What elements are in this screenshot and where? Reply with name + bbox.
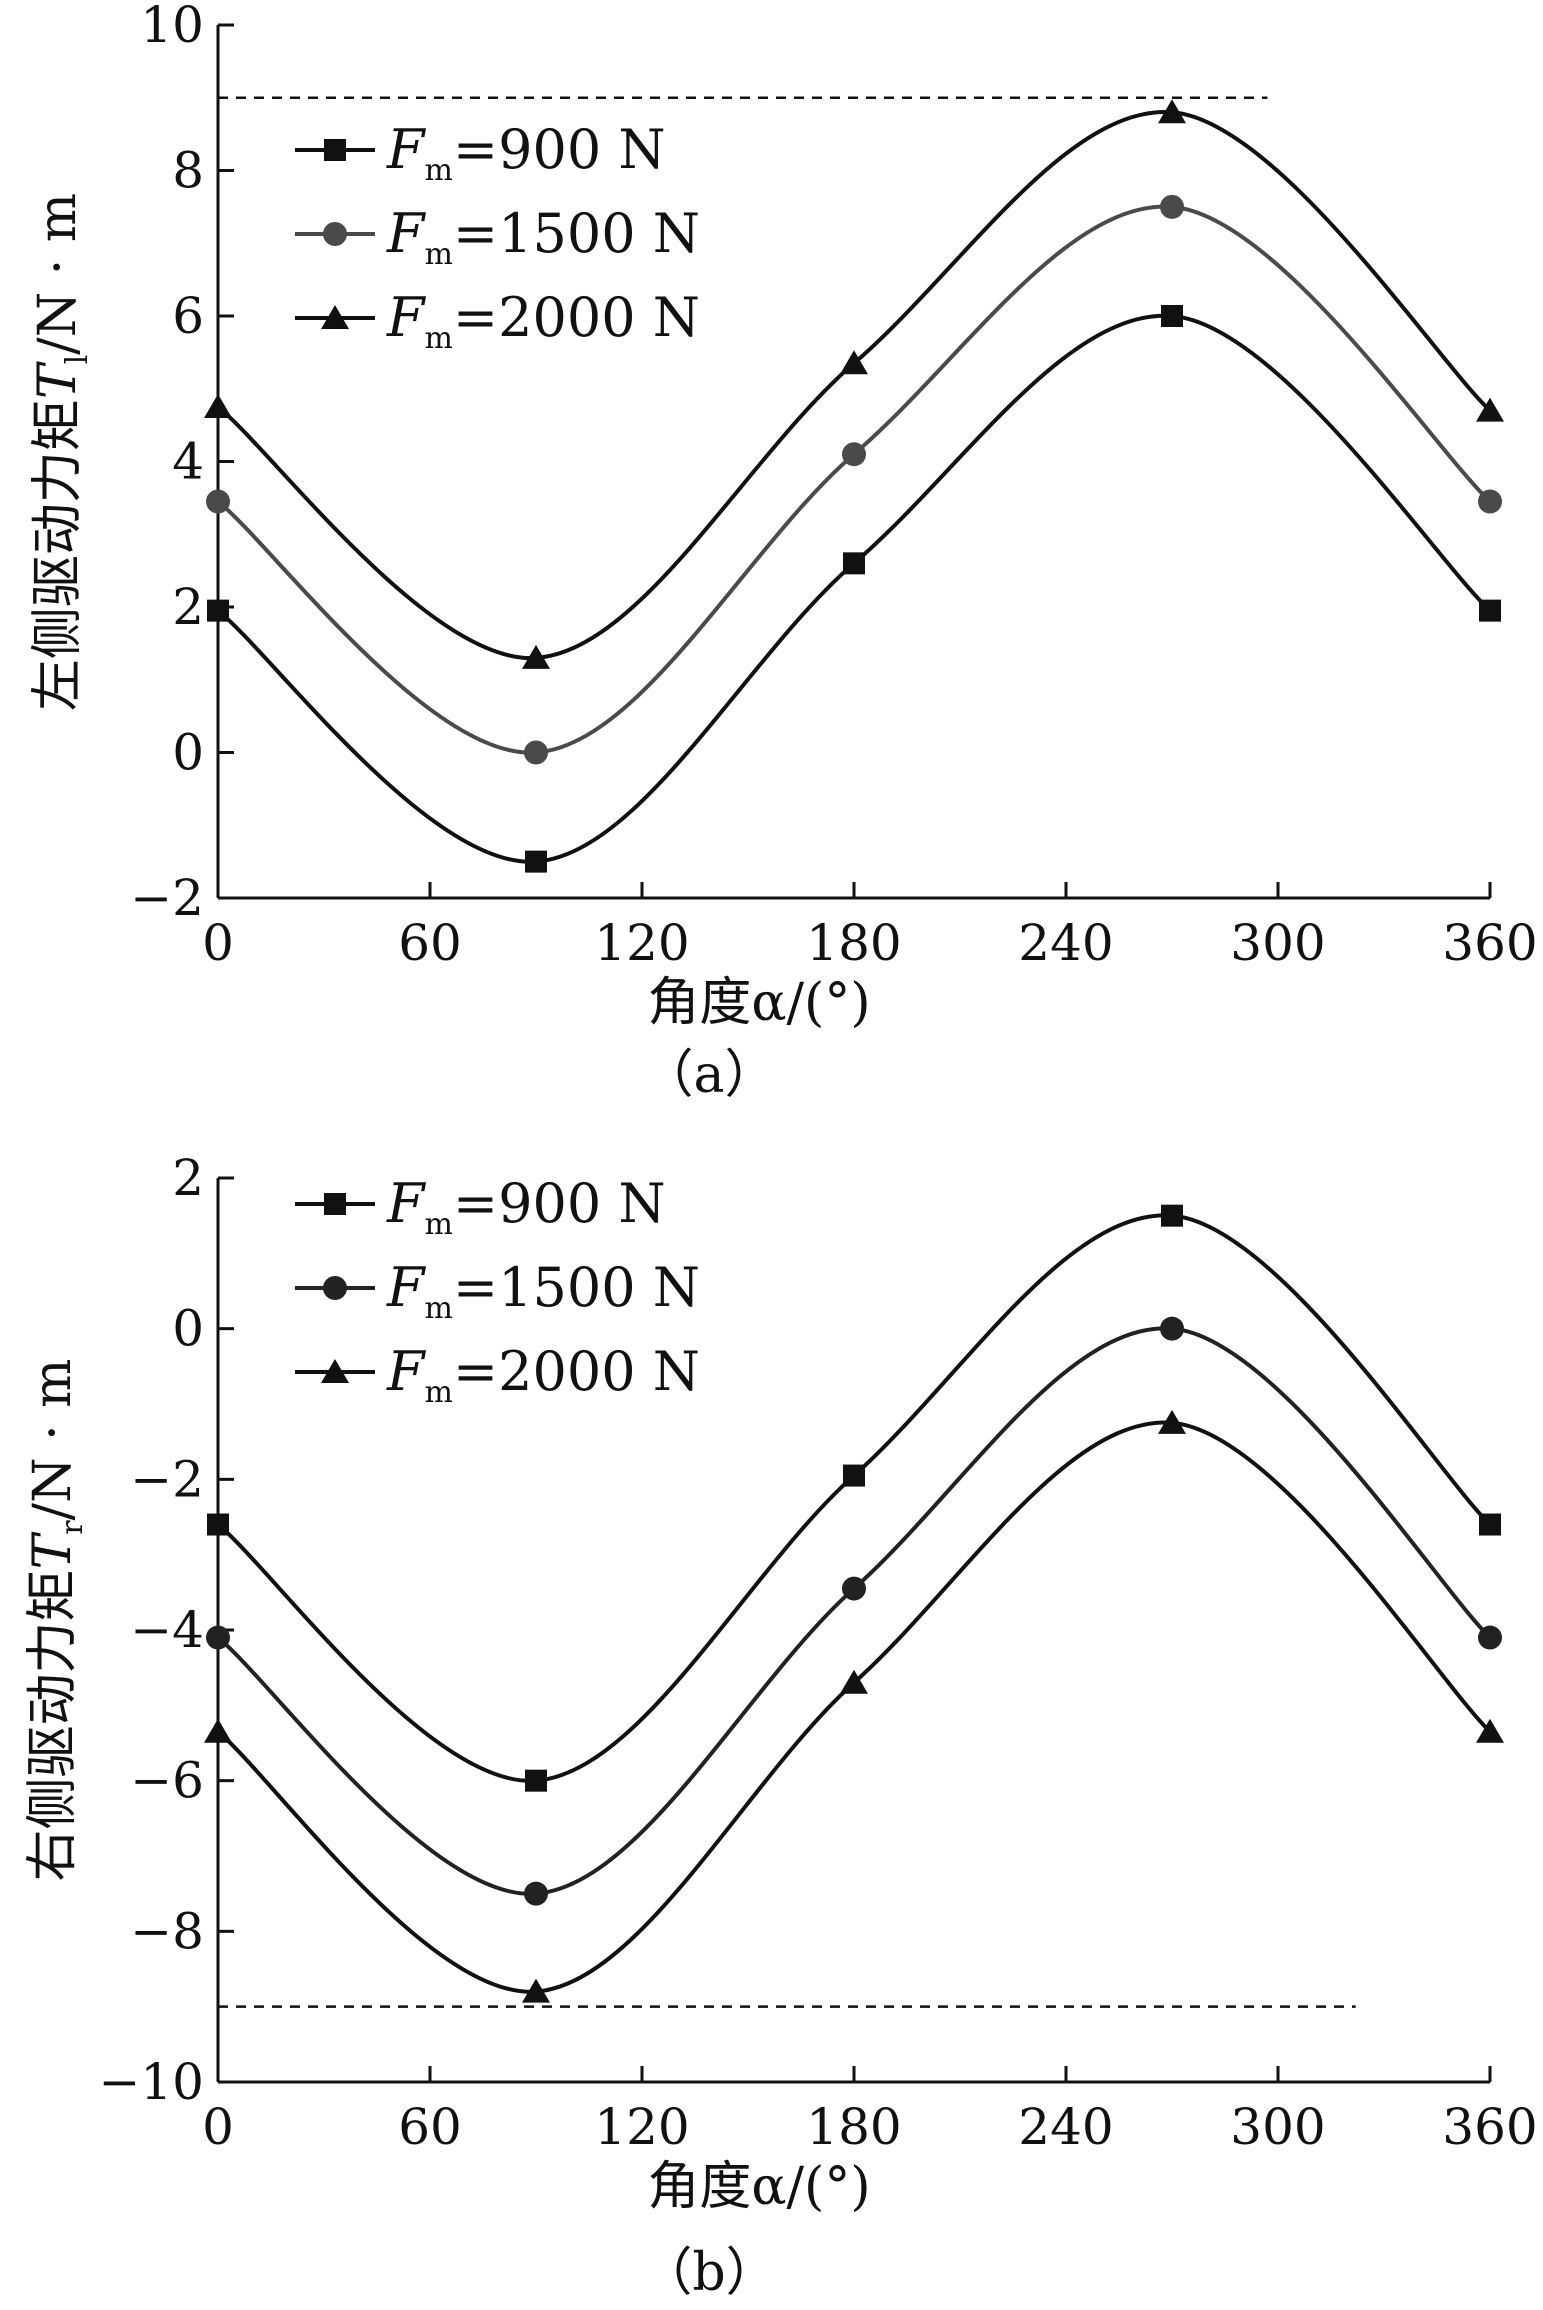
legend-entry: Fm=2000 N: [386, 1340, 700, 1410]
y-tick-label: 2: [172, 578, 204, 636]
data-point-triangle: [840, 350, 868, 375]
y-tick-label: 10: [140, 0, 204, 54]
x-tick-label: 0: [202, 914, 234, 972]
y-tick-label: 8: [172, 142, 204, 200]
x-axis-title: 角度α/(°): [647, 973, 870, 1033]
x-tick-label: 300: [1230, 2098, 1325, 2156]
y-tick-label: 0: [172, 1300, 204, 1358]
data-point-triangle: [1158, 1409, 1186, 1434]
x-tick-label: 180: [806, 914, 901, 972]
x-tick-label: 120: [594, 914, 689, 972]
panel-label: （b）: [640, 2243, 777, 2303]
y-tick-label: −2: [130, 1450, 204, 1508]
legend-marker-triangle: [321, 305, 349, 329]
y-tick-label: 2: [172, 1149, 204, 1207]
series-line-circle: [216, 1326, 1492, 1896]
legend-marker-triangle: [321, 1359, 349, 1383]
data-point-circle: [206, 489, 230, 514]
data-point-triangle: [1476, 1718, 1504, 1743]
data-point-triangle: [522, 1978, 550, 2003]
series-line-triangle: [216, 1420, 1492, 1994]
legend-marker-square: [324, 139, 346, 161]
data-point-triangle: [522, 644, 550, 669]
data-point-square: [843, 552, 865, 575]
legend-entry: Fm=1500 N: [386, 202, 700, 272]
legend-entry: Fm=900 N: [386, 1172, 666, 1242]
series-line-triangle: [216, 110, 1492, 660]
legend-entry: Fm=1500 N: [386, 1256, 700, 1326]
x-tick-label: 360: [1442, 2098, 1537, 2156]
panel-label: （a）: [641, 1045, 776, 1105]
y-axis-title: 右侧驱动力矩Tr/N · m: [23, 1359, 90, 1882]
y-tick-label: 6: [172, 287, 204, 345]
legend-marker-circle: [323, 1276, 347, 1300]
data-point-square: [1161, 1204, 1183, 1227]
legend-marker-circle: [323, 222, 347, 246]
data-point-triangle: [1158, 99, 1186, 124]
series-line-square: [216, 313, 1492, 864]
x-tick-label: 180: [806, 2098, 901, 2156]
x-tick-label: 300: [1230, 914, 1325, 972]
data-point-circle: [842, 442, 866, 467]
data-point-circle: [842, 1576, 866, 1601]
y-tick-label: −4: [130, 1601, 204, 1659]
chart-panel-b: 0 60 120 180 240 300 360 −10 −8 −6 −4 −2 0 2 Fm=900 N F…: [23, 1149, 1538, 2303]
data-point-triangle: [204, 1718, 232, 1743]
data-point-square: [207, 1513, 229, 1536]
data-point-square: [525, 1769, 547, 1792]
data-point-circle: [1160, 194, 1184, 219]
data-point-square: [843, 1464, 865, 1487]
x-axis-title: 角度α/(°): [647, 2157, 870, 2217]
x-tick-label: 240: [1018, 914, 1113, 972]
y-tick-label: −8: [130, 1902, 204, 1960]
x-tick-label: 240: [1018, 2098, 1113, 2156]
data-point-triangle: [1476, 397, 1504, 422]
data-point-square: [1479, 1513, 1501, 1536]
y-axis-title: 左侧驱动力矩Tl/N · m: [28, 193, 95, 711]
legend-marker-square: [324, 1193, 346, 1215]
data-point-square: [1161, 305, 1183, 327]
legend-entry: Fm=2000 N: [386, 286, 700, 356]
data-point-circle: [524, 740, 548, 765]
data-point-circle: [1478, 1625, 1502, 1650]
data-point-circle: [524, 1881, 548, 1906]
data-point-triangle: [840, 1669, 868, 1694]
data-point-circle: [206, 1625, 230, 1650]
data-point-square: [1479, 599, 1501, 622]
x-tick-label: 60: [398, 2098, 462, 2156]
y-tick-label: 0: [172, 724, 204, 782]
y-tick-label: −10: [98, 2053, 204, 2111]
data-point-circle: [1478, 489, 1502, 514]
y-tick-label: 4: [172, 433, 204, 491]
x-tick-label: 0: [202, 2098, 234, 2156]
x-tick-label: 360: [1442, 914, 1537, 972]
legend-entry: Fm=900 N: [386, 118, 666, 188]
x-tick-label: 60: [398, 914, 462, 972]
y-tick-label: −2: [130, 869, 204, 927]
data-point-square: [525, 850, 547, 873]
data-point-circle: [1160, 1316, 1184, 1341]
y-tick-label: −6: [130, 1752, 204, 1810]
data-point-triangle: [204, 393, 232, 418]
x-tick-label: 120: [594, 2098, 689, 2156]
data-point-square: [207, 599, 229, 622]
